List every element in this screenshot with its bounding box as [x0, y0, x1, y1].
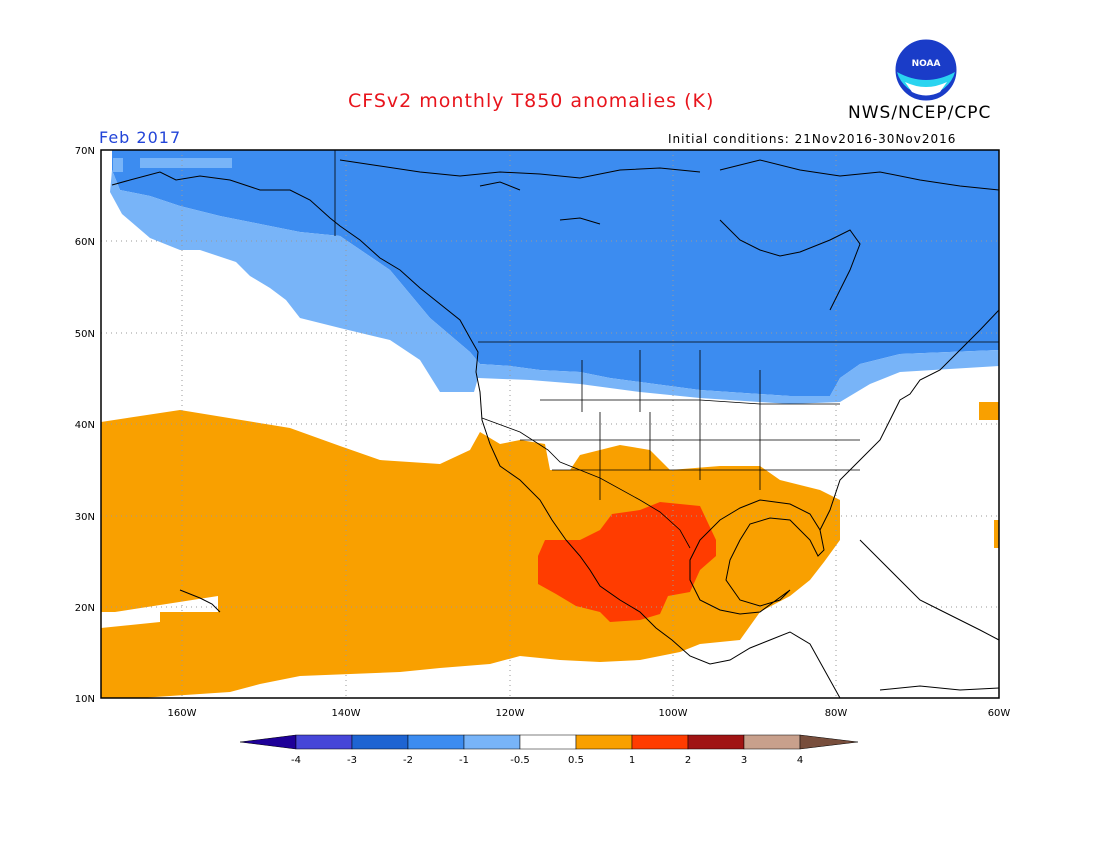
colorbar-label: 0.5	[568, 755, 584, 766]
colorbar-label: 3	[741, 755, 747, 766]
colorbar-swatch	[631, 734, 689, 750]
map-panel	[100, 149, 1000, 699]
lon-label: 100W	[659, 708, 688, 719]
colorbar-swatch	[295, 734, 353, 750]
forecast-month: Feb 2017	[99, 128, 182, 147]
colorbar-label: -0.5	[510, 755, 530, 766]
colorbar-swatch	[407, 734, 465, 750]
weak-cold-anomaly-region	[110, 170, 999, 404]
strong-warm-anomaly-region	[538, 502, 716, 622]
colorbar-label: 4	[797, 755, 803, 766]
colorbar-label: -1	[459, 755, 469, 766]
logo-text: NOAA	[912, 59, 941, 69]
colorbar-label: -2	[403, 755, 413, 766]
lat-label: 40N	[75, 420, 95, 431]
org-label: NWS/NCEP/CPC	[848, 103, 992, 123]
longitude-labels: 160W 140W 120W 100W 80W 60W	[168, 708, 1011, 719]
chart-title: CFSv2 monthly T850 anomalies (K)	[348, 90, 715, 112]
colorbar-swatch	[687, 734, 745, 750]
colorbar-swatch	[743, 734, 801, 750]
noaa-logo: NOAA	[895, 39, 957, 101]
lat-label: 50N	[75, 329, 95, 340]
lat-label: 70N	[75, 146, 95, 157]
lon-label: 60W	[988, 708, 1011, 719]
lon-label: 120W	[496, 708, 525, 719]
colorbar: -4 -3 -2 -1 -0.5 0.5 1 2 3 4	[239, 734, 859, 766]
political-borders	[334, 150, 999, 549]
cold-anomaly-region	[112, 150, 999, 396]
colorbar-swatch	[463, 734, 521, 750]
colorbar-label: -3	[347, 755, 357, 766]
colorbar-label: 1	[629, 755, 635, 766]
lon-label: 140W	[332, 708, 361, 719]
initial-conditions: Initial conditions: 21Nov2016-30Nov2016	[668, 132, 957, 146]
colorbar-label: 2	[685, 755, 691, 766]
colorbar-low-arrow	[239, 734, 297, 750]
lat-label: 10N	[75, 694, 95, 705]
colorbar-swatch	[351, 734, 409, 750]
lat-label: 60N	[75, 237, 95, 248]
colorbar-swatch	[519, 734, 577, 750]
coastlines	[111, 159, 1000, 699]
lon-label: 80W	[825, 708, 848, 719]
colorbar-high-arrow	[799, 734, 859, 750]
latitude-labels: 70N 60N 50N 40N 30N 20N 10N	[75, 146, 95, 705]
colorbar-label: -4	[291, 755, 301, 766]
lat-label: 20N	[75, 603, 95, 614]
lon-label: 160W	[168, 708, 197, 719]
colorbar-swatch	[575, 734, 633, 750]
lat-label: 30N	[75, 512, 95, 523]
warm-anomaly-region	[101, 410, 840, 698]
